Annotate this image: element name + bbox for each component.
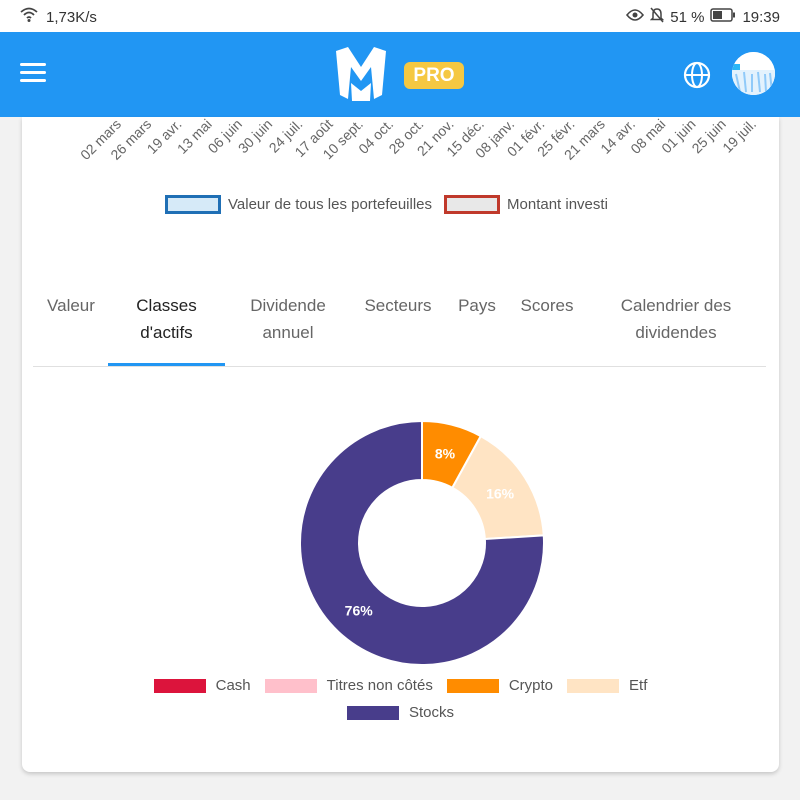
tab-label: Pays xyxy=(458,296,496,315)
line-chart-legend: Valeur de tous les portefeuilles Montant… xyxy=(165,195,608,214)
avatar[interactable] xyxy=(732,52,775,95)
eye-icon xyxy=(626,8,645,26)
tab-label: Calendrier des xyxy=(620,296,732,315)
menu-button[interactable] xyxy=(20,63,46,85)
legend-item-etf[interactable]: Etf xyxy=(567,677,647,694)
legend-item-stocks[interactable]: Stocks xyxy=(346,704,454,721)
tab-bar: Valeur Classes d'actifs Dividende annuel… xyxy=(33,287,766,367)
tab-calendrier-dividendes[interactable]: Calendrier des dividendes xyxy=(603,292,749,346)
tab-label: Secteurs xyxy=(364,296,432,315)
tab-scores[interactable]: Scores xyxy=(511,292,583,319)
tab-label: Valeur xyxy=(47,296,95,315)
legend-label: Cash xyxy=(215,677,251,694)
clock-time: 19:39 xyxy=(742,8,780,26)
legend-label: Titres non côtés xyxy=(326,677,433,694)
legend-swatch xyxy=(165,195,221,214)
legend-item-portfolio-value[interactable]: Valeur de tous les portefeuilles xyxy=(165,195,432,214)
slice-data-label: 16% xyxy=(486,485,515,501)
tab-label: dividendes xyxy=(635,323,717,342)
battery-icon xyxy=(710,8,736,26)
legend-item-titres-non-c-t-s[interactable]: Titres non côtés xyxy=(264,677,433,694)
legend-item-invested-amount[interactable]: Montant investi xyxy=(444,195,608,214)
pro-badge: PRO xyxy=(404,62,464,89)
tab-label: d'actifs xyxy=(140,323,193,342)
legend-swatch xyxy=(567,678,620,693)
slice-stocks[interactable] xyxy=(299,419,545,666)
legend-swatch xyxy=(346,705,399,720)
x-tick-label: 25 juin xyxy=(688,117,728,156)
wifi-icon xyxy=(20,7,38,27)
tab-pays[interactable]: Pays xyxy=(451,292,503,319)
legend-label: Valeur de tous les portefeuilles xyxy=(228,196,433,213)
tab-label: annuel xyxy=(262,323,314,342)
network-speed: 1,73K/s xyxy=(46,8,97,26)
slice-data-label: 8% xyxy=(435,445,456,461)
tab-label: Scores xyxy=(520,296,574,315)
tab-valeur[interactable]: Valeur xyxy=(33,292,109,319)
donut-legend: Cash Titres non côtés Crypto Etf Stocks xyxy=(22,677,779,731)
globe-icon[interactable] xyxy=(683,61,711,89)
tab-secteurs[interactable]: Secteurs xyxy=(353,292,443,319)
legend-label: Montant investi xyxy=(507,196,608,213)
asset-class-donut-chart: 0%8%16%76% xyxy=(299,419,545,666)
battery-percent: 51 % xyxy=(670,8,705,26)
status-bar: 1,73K/s 51 % 19:39 xyxy=(0,0,800,32)
legend-item-cash[interactable]: Cash xyxy=(153,677,251,694)
app-logo[interactable] xyxy=(334,47,388,103)
legend-label: Stocks xyxy=(408,704,454,721)
x-tick-label: 30 juin xyxy=(235,117,275,156)
slice-data-label: 76% xyxy=(345,602,374,618)
legend-swatch xyxy=(444,195,501,214)
legend-swatch xyxy=(264,678,317,693)
tab-dividende-annuel[interactable]: Dividende annuel xyxy=(233,292,343,346)
tab-classes-actifs[interactable]: Classes d'actifs xyxy=(108,292,225,346)
app-bar: PRO xyxy=(0,32,800,117)
bell-off-icon xyxy=(649,7,665,27)
active-tab-indicator xyxy=(108,363,225,366)
tab-label: Classes xyxy=(136,296,197,315)
legend-swatch xyxy=(153,678,206,693)
x-tick-label: 19 juil. xyxy=(719,117,759,156)
tab-label: Dividende xyxy=(250,296,326,315)
legend-label: Crypto xyxy=(508,677,554,694)
legend-label: Etf xyxy=(629,677,648,694)
legend-item-crypto[interactable]: Crypto xyxy=(446,677,554,694)
legend-swatch xyxy=(446,678,499,693)
dashboard-card: 02 mars 26 mars 19 avr. 13 mai 06 juin 30 jui… xyxy=(22,117,779,772)
